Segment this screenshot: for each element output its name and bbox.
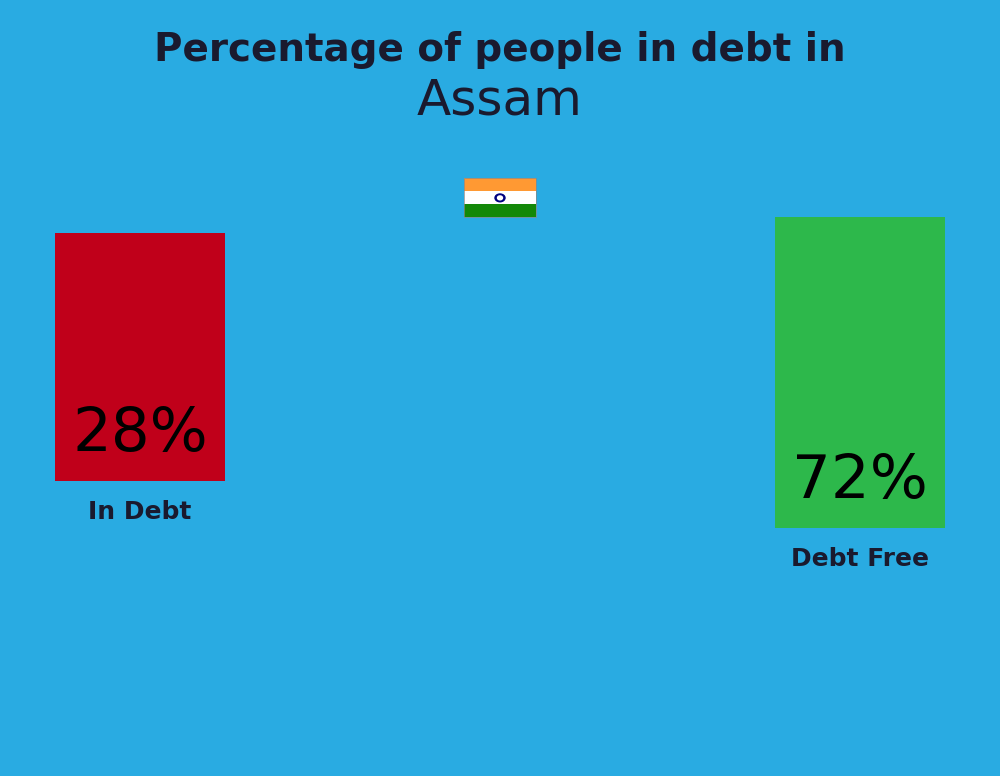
Text: In Debt: In Debt bbox=[88, 501, 192, 524]
Bar bbox=[55, 233, 225, 481]
Bar bbox=[464, 204, 536, 217]
Bar bbox=[464, 178, 536, 217]
Text: Assam: Assam bbox=[417, 77, 583, 125]
Text: 28%: 28% bbox=[72, 405, 208, 464]
Text: Debt Free: Debt Free bbox=[791, 547, 929, 570]
Bar bbox=[464, 178, 536, 192]
Circle shape bbox=[495, 194, 505, 202]
Bar bbox=[775, 217, 945, 528]
Circle shape bbox=[498, 196, 503, 199]
Text: Percentage of people in debt in: Percentage of people in debt in bbox=[154, 32, 846, 69]
Text: 72%: 72% bbox=[792, 452, 928, 511]
Bar bbox=[464, 192, 536, 204]
